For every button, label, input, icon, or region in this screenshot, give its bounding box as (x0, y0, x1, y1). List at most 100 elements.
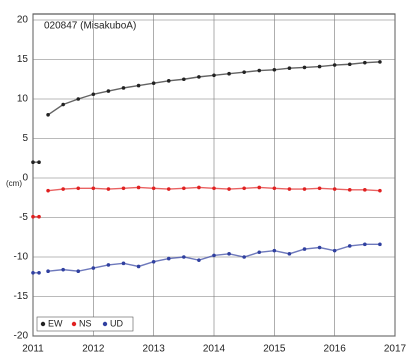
data-point (227, 187, 231, 191)
data-point (31, 214, 35, 219)
data-point (76, 97, 81, 101)
y-tick-label: -15 (14, 291, 29, 302)
data-point (182, 77, 186, 82)
data-point (347, 62, 352, 67)
y-tick-label: 5 (22, 133, 28, 144)
data-point (332, 187, 337, 191)
data-point (197, 75, 201, 79)
data-point (106, 89, 111, 93)
data-point (317, 64, 322, 69)
data-point (212, 73, 216, 78)
x-tick-label: 2016 (324, 344, 347, 355)
data-point (182, 186, 186, 191)
data-point (363, 188, 367, 192)
data-point (61, 187, 65, 191)
data-point (91, 186, 96, 191)
data-point (378, 188, 382, 193)
data-point (31, 271, 35, 275)
data-point (121, 86, 126, 90)
data-point (197, 185, 201, 190)
data-point (287, 66, 292, 70)
data-point (302, 65, 307, 70)
y-tick-label: 10 (17, 94, 29, 105)
data-point (287, 252, 292, 256)
chart-subtitle: 020847 (MisakuboA) (44, 21, 136, 32)
x-tick-label: 2017 (384, 344, 407, 355)
data-point (257, 185, 262, 190)
data-point (31, 160, 35, 164)
data-point (227, 252, 231, 256)
legend-label: UD (110, 318, 123, 328)
data-point (272, 186, 277, 191)
data-point (166, 187, 171, 191)
data-point (242, 186, 246, 191)
data-point (272, 67, 277, 72)
y-tick-label: -10 (14, 252, 29, 263)
data-point (227, 71, 231, 76)
data-point (242, 255, 246, 259)
data-point (151, 259, 156, 264)
data-point (106, 263, 111, 267)
x-tick-label: 2014 (203, 344, 226, 355)
data-point (347, 188, 352, 192)
data-point (151, 81, 156, 85)
data-point (166, 79, 171, 83)
data-point (378, 60, 382, 64)
legend-label: EW (48, 318, 63, 328)
data-point (317, 245, 322, 250)
data-point (378, 242, 382, 247)
legend-marker (102, 321, 108, 327)
data-point (272, 248, 277, 253)
data-point (91, 92, 96, 97)
data-point (76, 186, 81, 191)
x-tick-label: 2013 (143, 344, 166, 355)
data-point (136, 83, 141, 88)
data-point (106, 187, 111, 191)
data-point (76, 269, 81, 274)
data-point (332, 248, 337, 253)
data-point (257, 250, 262, 255)
data-point (182, 255, 186, 259)
data-point (302, 187, 307, 191)
data-point (61, 267, 65, 272)
legend-box (36, 316, 134, 332)
data-point (37, 271, 41, 275)
legend-marker (71, 321, 77, 327)
y-tick-label: 0 (22, 173, 28, 184)
data-point (317, 186, 322, 191)
data-point (197, 258, 201, 262)
y-tick-label: -20 (14, 331, 29, 342)
data-point (37, 214, 41, 219)
data-point (166, 256, 171, 261)
data-point (212, 186, 216, 191)
data-point (121, 186, 126, 191)
x-tick-label: 2011 (22, 344, 44, 355)
data-point (287, 187, 292, 191)
data-point (212, 253, 216, 258)
x-tick-label: 2015 (263, 344, 286, 355)
legend-marker (40, 321, 46, 327)
legend-label: NS (79, 318, 92, 328)
data-point (91, 266, 96, 270)
data-point (37, 160, 41, 164)
data-point (61, 102, 65, 107)
data-point (46, 113, 50, 117)
data-point (332, 63, 337, 67)
data-point (46, 188, 50, 193)
data-point (151, 186, 156, 191)
legend: EW NS UD (36, 316, 134, 332)
data-point (347, 244, 352, 248)
y-axis-label: (cm) (6, 179, 22, 188)
data-point (242, 70, 246, 74)
data-point (302, 247, 307, 251)
data-point (257, 68, 262, 73)
data-point (121, 261, 126, 266)
data-point (136, 185, 141, 190)
data-point (136, 264, 141, 269)
y-tick-label: -5 (19, 212, 28, 223)
data-point (363, 60, 367, 65)
data-point (46, 269, 50, 274)
y-tick-label: 15 (17, 54, 29, 65)
